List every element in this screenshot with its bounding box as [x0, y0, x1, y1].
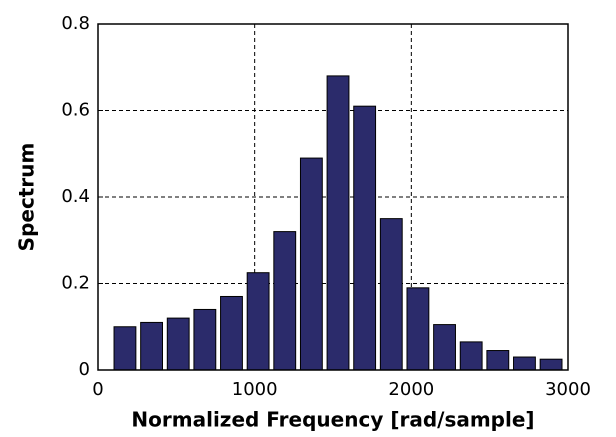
- bar: [140, 321, 163, 371]
- y-tick-label: 0.8: [61, 13, 90, 34]
- bar: [220, 295, 243, 371]
- bar: [113, 326, 137, 371]
- y-tick-label: 0.4: [61, 186, 90, 207]
- bar: [433, 324, 456, 371]
- bar: [459, 341, 483, 371]
- y-tick-label: 0: [79, 359, 90, 380]
- bar: [513, 356, 536, 371]
- bar: [406, 287, 430, 371]
- x-tick-label: 0: [92, 379, 103, 400]
- bar: [539, 358, 563, 371]
- bar: [326, 75, 350, 371]
- y-tick-label: 0.2: [61, 273, 90, 294]
- x-tick-label: 3000: [545, 379, 591, 400]
- bar: [379, 218, 403, 371]
- bar: [486, 350, 510, 371]
- bar: [273, 231, 297, 371]
- x-tick-label: 2000: [388, 379, 434, 400]
- x-tick-label: 1000: [232, 379, 278, 400]
- bar: [299, 157, 323, 371]
- bar: [193, 308, 217, 371]
- y-axis-title: Spectrum: [15, 143, 39, 252]
- bar: [246, 272, 270, 371]
- x-axis-title: Normalized Frequency [rad/sample]: [131, 408, 534, 432]
- plot-frame: [97, 23, 569, 371]
- bar: [353, 105, 377, 371]
- bar: [166, 317, 190, 371]
- y-tick-label: 0.6: [61, 100, 90, 121]
